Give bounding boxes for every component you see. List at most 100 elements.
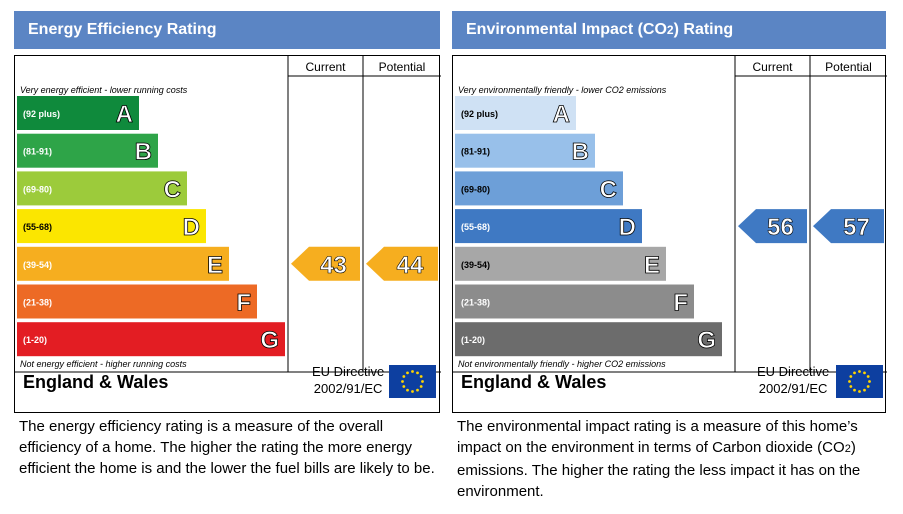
energy-region-label: England & Wales (23, 372, 169, 392)
energy-rating-chart-svg: Current Potential Very energy efficient - … (15, 56, 441, 373)
rating-bar-e (455, 246, 666, 281)
eu-star (863, 371, 866, 375)
column-header-potential: Potential (825, 60, 872, 74)
eu-star (858, 370, 861, 373)
rating-bar-c (17, 171, 187, 206)
eu-flag-icon (389, 365, 436, 398)
eu-flag-icon (836, 365, 883, 398)
rating-range-d: (55-68) (23, 222, 52, 232)
current-rating-value: 43 (320, 252, 347, 279)
bottom-note: Not energy efficient - higher running co… (20, 359, 187, 369)
eu-star (868, 380, 871, 383)
eu-star (853, 388, 856, 392)
rating-range-e: (39-54) (23, 260, 52, 270)
rating-range-b: (81-91) (23, 147, 52, 157)
rating-bar-f (17, 284, 257, 319)
top-note: Very environmentally friendly - lower CO… (458, 85, 667, 95)
eu-star (416, 371, 419, 375)
rating-letter-d: D (183, 214, 200, 241)
rating-letter-f: F (236, 290, 251, 317)
rating-range-f: (21-38) (23, 298, 52, 308)
energy-panel-title: Energy Efficiency Rating (14, 11, 440, 49)
potential-rating-value: 57 (843, 214, 870, 241)
environment-region-label: England & Wales (461, 372, 607, 392)
energy-efficiency-panel: Energy Efficiency Rating Current Potentia… (14, 11, 441, 506)
rating-bar-e (17, 246, 229, 281)
column-header-potential: Potential (379, 60, 426, 74)
rating-range-b: (81-91) (461, 147, 490, 157)
environment-directive-line1: EU Directive (757, 364, 830, 379)
column-header-current: Current (305, 60, 346, 74)
rating-range-f: (21-38) (461, 298, 490, 308)
environment-description: The environmental impact rating is a mea… (457, 418, 861, 500)
eu-star (863, 388, 866, 392)
current-rating-value: 56 (767, 214, 794, 241)
rating-bar-g (17, 322, 285, 357)
rating-range-a: (92 plus) (461, 109, 498, 119)
rating-bar-d (17, 209, 206, 244)
rating-range-e: (39-54) (461, 260, 490, 270)
rating-bar-g (455, 322, 722, 357)
current-rating-arrow (291, 246, 360, 281)
eu-star (402, 375, 406, 378)
rating-bar-b (455, 133, 595, 168)
rating-range-d: (55-68) (461, 222, 490, 232)
top-note: Very energy efficient - lower running co… (20, 85, 188, 95)
energy-directive-line2: 2002/91/EC (313, 381, 383, 396)
environment-directive-line2: 2002/91/EC (758, 381, 828, 396)
eu-star (849, 385, 853, 388)
rating-bar-c (455, 171, 623, 206)
rating-letter-b: B (572, 139, 589, 166)
rating-letter-e: E (644, 252, 660, 279)
environment-eu-directive: EU Directive 2002/91/EC (757, 363, 829, 397)
environment-panel-title: Environmental Impact (CO2) Rating (452, 11, 886, 49)
eu-star (401, 380, 404, 383)
rating-letter-g: G (697, 327, 716, 354)
rating-range-a: (92 plus) (23, 109, 60, 119)
rating-range-g: (1-20) (23, 335, 47, 345)
eu-star (419, 385, 423, 388)
rating-letter-a: A (553, 101, 570, 128)
eu-star (858, 390, 861, 393)
environment-rating-chart-svg: Current Potential Very environmentally fri… (453, 56, 887, 373)
energy-description: The energy efficiency rating is a measur… (19, 418, 435, 477)
rating-letter-c: C (600, 176, 617, 203)
eu-star (849, 375, 853, 378)
rating-letter-d: D (619, 214, 636, 241)
rating-bar-a (455, 96, 576, 130)
potential-rating-value: 44 (397, 252, 424, 279)
potential-rating-arrow (366, 246, 438, 281)
eu-star (416, 388, 419, 392)
eu-star (848, 380, 851, 383)
eu-star (411, 390, 414, 393)
rating-range-c: (69-80) (23, 184, 52, 194)
eu-star (402, 385, 406, 388)
rating-bar-a (17, 96, 139, 130)
environmental-impact-panel: Environmental Impact (CO2) Rating Curren… (452, 11, 887, 506)
rating-letter-a: A (116, 101, 133, 128)
rating-letter-f: F (673, 290, 688, 317)
eu-star (853, 371, 856, 375)
column-header-current: Current (752, 60, 793, 74)
energy-eu-directive: EU Directive 2002/91/EC (312, 363, 384, 397)
rating-letter-c: C (164, 176, 181, 203)
eu-star (406, 388, 409, 392)
eu-star (421, 380, 424, 383)
environment-chart: Current Potential Very environmentally fri… (452, 55, 887, 413)
energy-directive-line1: EU Directive (312, 364, 385, 379)
eu-star (411, 370, 414, 373)
rating-range-g: (1-20) (461, 335, 485, 345)
bottom-note: Not environmentally friendly - higher CO… (458, 359, 666, 369)
current-rating-arrow (738, 209, 807, 244)
eu-star (866, 375, 870, 378)
potential-rating-arrow (813, 209, 884, 244)
rating-letter-b: B (135, 139, 152, 166)
rating-letter-g: G (260, 327, 279, 354)
rating-bar-b (17, 133, 158, 168)
rating-bar-f (455, 284, 694, 319)
eu-star (866, 385, 870, 388)
rating-bar-d (455, 209, 642, 244)
eu-star (406, 371, 409, 375)
rating-range-c: (69-80) (461, 184, 490, 194)
eu-star (419, 375, 423, 378)
